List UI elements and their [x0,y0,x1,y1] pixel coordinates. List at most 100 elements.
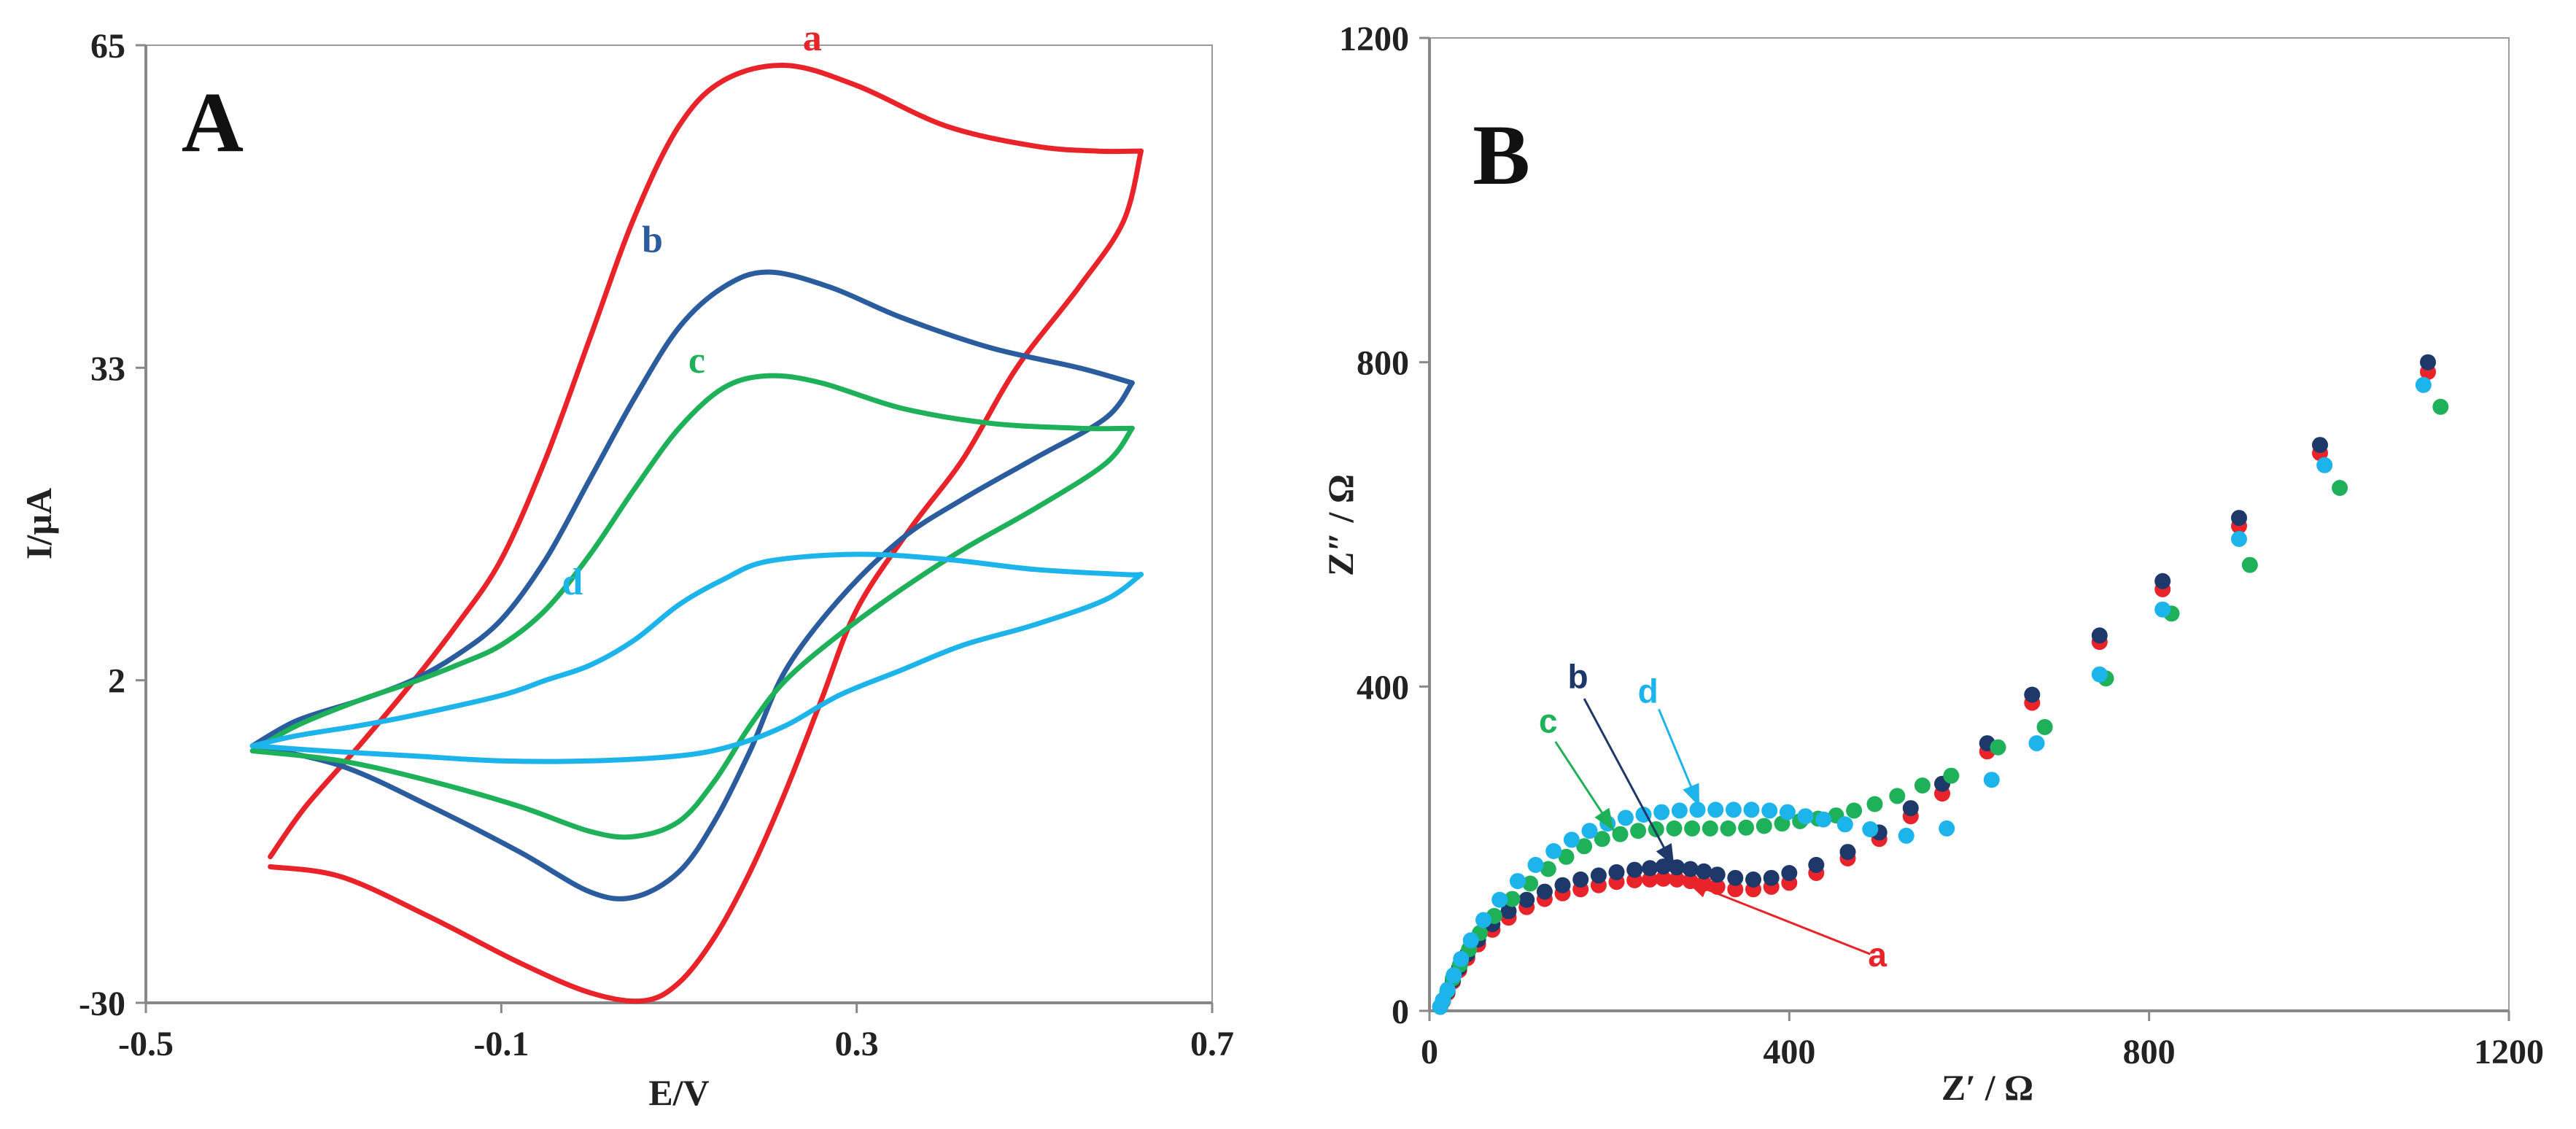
panel-b-y-tick-label: 400 [1357,668,1409,707]
cv-label-d: d [562,562,583,603]
panel-b-x-tick-label: 400 [1763,1033,1815,1071]
panel-b-x-label: Z′ / Ω [1941,1067,2033,1108]
eis-point-d [2415,376,2432,393]
cv-curve-d-forward [249,551,1144,749]
eis-point-d [1491,891,1508,908]
eis-arrow-head-a [1685,881,1710,898]
eis-point-c [1720,820,1737,837]
eis-point-b [1745,871,1761,888]
eis-point-c [1866,796,1883,812]
eis-point-b [1626,861,1643,878]
eis-point-d [1815,811,1832,828]
eis-point-d [1475,912,1491,928]
eis-point-b [2024,686,2041,703]
eis-arrow-head-c [1594,807,1614,831]
eis-point-a [1669,871,1685,888]
panel-b-curve-labels: b d c a [1539,658,1887,974]
cv-label-b: b [642,219,663,260]
panel-b-letter: B [1473,107,1530,203]
eis-point-c [1558,848,1575,865]
eis-point-c [1522,875,1539,892]
eis-point-d [1983,772,2000,788]
eis-label-c: c [1539,702,1558,740]
eis-point-d [1797,808,1814,825]
cv-curve-d-reverse [249,572,1144,764]
eis-point-d [1509,873,1526,890]
eis-point-b [2420,354,2436,370]
eis-point-b [1839,844,1856,861]
eis-arrow-head-b [1656,843,1675,867]
eis-point-c [1990,739,2006,756]
eis-point-c [1702,820,1718,837]
eis-point-c [2241,556,2258,573]
eis-label-b: b [1567,658,1588,696]
eis-point-d [1743,802,1760,818]
eis-point-b [1536,883,1553,900]
eis-point-b [1655,858,1672,875]
panel-a-y-tick-label: -30 [79,985,125,1023]
panel-b-x-ticks: 0 400 800 1200 [1421,1011,2544,1071]
eis-arrow-head-d [1683,783,1699,807]
eis-point-c [1943,767,1960,784]
eis-point-c [2332,480,2348,496]
eis-point-c [1914,777,1931,794]
eis-point-d [2316,457,2333,473]
eis-point-a [1655,870,1672,887]
panel-a-x-tick-label: 0.7 [1190,1025,1234,1063]
cv-curve-c-reverse [249,425,1135,840]
panel-a-x-label: E/V [648,1072,709,1113]
panel-b-x-tick-label: 1200 [2474,1033,2544,1071]
eis-point-b [1642,860,1659,877]
eis-point-c [1684,820,1701,837]
eis-point-d [2231,531,2247,547]
panel-a-x-tick-label: 0.3 [835,1025,879,1063]
eis-point-c [1630,823,1647,839]
eis-point-c [2432,398,2449,415]
cv-label-c: c [688,340,705,381]
eis-point-d [1453,950,1470,967]
eis-point-d [1545,843,1562,859]
eis-arrow-line-a [1685,880,1871,955]
eis-point-a [1642,871,1659,888]
panel-a-y-label: I/µA [18,488,59,559]
eis-point-b [1902,800,1919,817]
eis-point-c [1889,788,1906,804]
panel-a: -0.5 -0.1 0.3 0.7 -30 2 33 65 a b c d E/V I/µA A [18,18,1234,1113]
eis-point-b [1696,863,1712,880]
cv-curve-b-reverse [249,380,1135,901]
eis-label-d: d [1638,672,1659,710]
eis-point-d [1439,982,1456,998]
eis-point-d [1671,802,1688,819]
eis-point-d [1725,802,1742,818]
eis-point-d [2028,735,2045,752]
eis-point-d [1862,821,1879,837]
eis-point-b [1608,864,1625,880]
eis-point-d [1689,802,1706,818]
eis-point-b [1500,903,1517,920]
panel-a-y-tick-label: 65 [90,27,125,66]
eis-point-a [1727,881,1744,898]
eis-point-d [1617,810,1634,826]
eis-point-c [1666,820,1683,837]
eis-point-c [1846,802,1863,819]
panel-a-series [249,63,1144,1004]
eis-point-d [1527,856,1544,873]
eis-point-a [1709,878,1726,895]
eis-point-c [1594,831,1610,847]
eis-point-b [2231,510,2247,527]
panel-b-y-tick-label: 800 [1357,344,1409,383]
panel-a-curve-labels: a b c d [562,18,821,603]
panel-a-y-tick-label: 2 [108,662,125,701]
eis-point-b [2091,627,2108,644]
panel-b-y-tick-label: 0 [1392,993,1409,1031]
eis-point-c [1756,818,1772,834]
eis-point-c [2036,718,2053,735]
eis-point-d [1898,827,1914,844]
panel-b-y-ticks: 0 400 800 1200 [1339,20,1429,1031]
eis-point-c [1612,826,1629,842]
eis-point-d [1779,804,1796,820]
eis-point-d [2154,601,2171,618]
eis-point-c [1540,861,1556,877]
eis-point-b [1590,867,1607,884]
